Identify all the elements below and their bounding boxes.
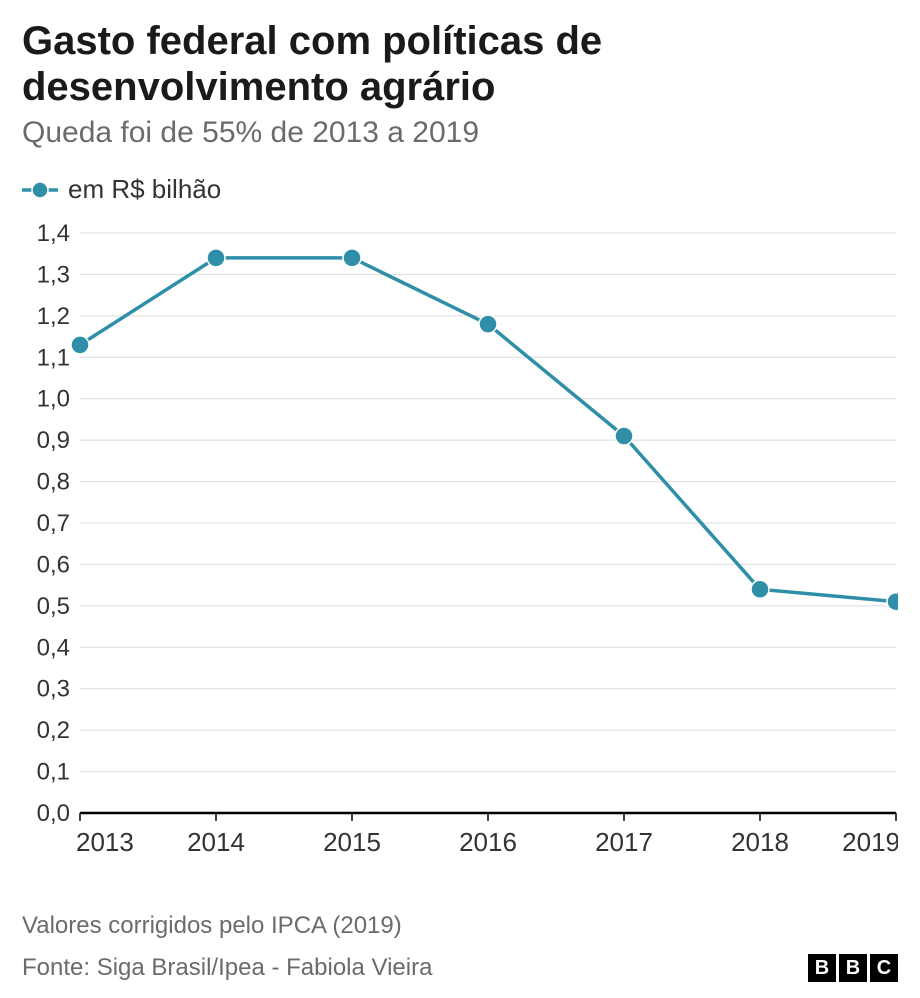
- svg-text:2016: 2016: [459, 827, 517, 857]
- svg-text:2014: 2014: [187, 827, 245, 857]
- svg-text:0,0: 0,0: [37, 800, 70, 827]
- bbc-logo-letter: B: [839, 954, 867, 982]
- svg-text:0,2: 0,2: [37, 717, 70, 744]
- svg-text:2015: 2015: [323, 827, 381, 857]
- svg-text:0,7: 0,7: [37, 510, 70, 537]
- svg-text:0,9: 0,9: [37, 427, 70, 454]
- svg-text:0,4: 0,4: [37, 634, 70, 661]
- bbc-logo-letter: B: [808, 954, 836, 982]
- svg-text:0,8: 0,8: [37, 469, 70, 496]
- svg-text:1,4: 1,4: [37, 223, 70, 247]
- svg-text:2019: 2019: [842, 827, 898, 857]
- svg-text:2013: 2013: [76, 827, 134, 857]
- chart-title: Gasto federal com políticas de desenvolv…: [22, 18, 898, 110]
- svg-text:2018: 2018: [731, 827, 789, 857]
- chart-subtitle: Queda foi de 55% de 2013 a 2019: [22, 116, 898, 150]
- svg-text:0,5: 0,5: [37, 593, 70, 620]
- legend-marker-icon: [22, 181, 58, 199]
- legend-label: em R$ bilhão: [68, 174, 221, 205]
- svg-text:1,3: 1,3: [37, 261, 70, 288]
- line-chart: 0,0 0,1 0,2 0,3 0,4 0,5 0,6 0,7 0,8 0,9 1,0 1,1 1,2 1…: [22, 223, 898, 883]
- svg-text:0,3: 0,3: [37, 676, 70, 703]
- svg-text:0,1: 0,1: [37, 759, 70, 786]
- svg-text:0,6: 0,6: [37, 551, 70, 578]
- svg-text:1,1: 1,1: [37, 344, 70, 371]
- svg-text:1,2: 1,2: [37, 303, 70, 330]
- svg-text:2017: 2017: [595, 827, 653, 857]
- legend: em R$ bilhão: [22, 174, 898, 205]
- svg-text:1,0: 1,0: [37, 386, 70, 413]
- source-text: Fonte: Siga Brasil/Ipea - Fabiola Vieira: [22, 954, 432, 982]
- bbc-logo-icon: B B C: [808, 954, 898, 982]
- bbc-logo-letter: C: [870, 954, 898, 982]
- footnote: Valores corrigidos pelo IPCA (2019): [22, 912, 898, 940]
